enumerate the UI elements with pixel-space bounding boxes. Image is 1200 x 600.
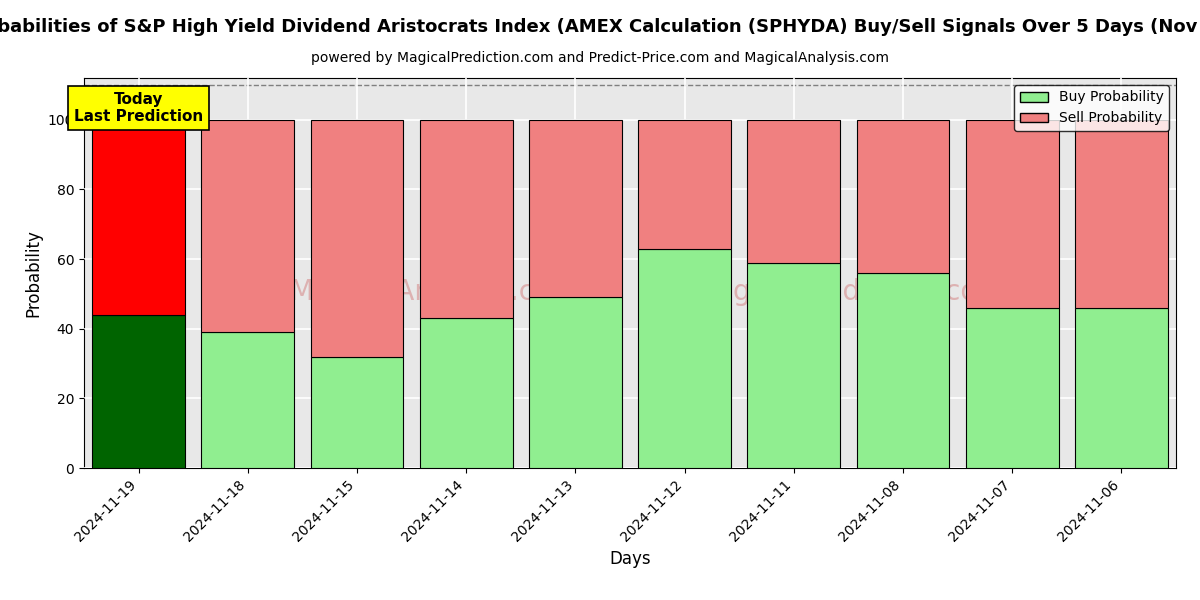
Bar xyxy=(966,308,1058,468)
Bar xyxy=(1075,308,1168,468)
Bar xyxy=(638,248,731,468)
Bar xyxy=(748,120,840,263)
Bar xyxy=(420,318,512,468)
Bar xyxy=(202,120,294,332)
Text: Today
Last Prediction: Today Last Prediction xyxy=(74,92,203,124)
Text: MagicalPrediction.com: MagicalPrediction.com xyxy=(692,278,1004,307)
Text: MagicalAnalysis.com: MagicalAnalysis.com xyxy=(289,278,578,307)
Bar xyxy=(92,315,185,468)
Text: Probabilities of S&P High Yield Dividend Aristocrats Index (AMEX Calculation (SP: Probabilities of S&P High Yield Dividend… xyxy=(0,18,1200,36)
Legend: Buy Probability, Sell Probability: Buy Probability, Sell Probability xyxy=(1014,85,1169,131)
Y-axis label: Probability: Probability xyxy=(24,229,42,317)
Bar xyxy=(92,120,185,315)
Bar xyxy=(311,120,403,356)
X-axis label: Days: Days xyxy=(610,550,650,568)
Bar xyxy=(420,120,512,318)
Bar xyxy=(966,120,1058,308)
Text: powered by MagicalPrediction.com and Predict-Price.com and MagicalAnalysis.com: powered by MagicalPrediction.com and Pre… xyxy=(311,51,889,65)
Bar xyxy=(529,120,622,298)
Bar xyxy=(857,120,949,273)
Bar xyxy=(1075,120,1168,308)
Bar xyxy=(202,332,294,468)
Bar xyxy=(311,356,403,468)
Bar xyxy=(638,120,731,248)
Bar xyxy=(529,298,622,468)
Bar xyxy=(748,263,840,468)
Bar xyxy=(857,273,949,468)
